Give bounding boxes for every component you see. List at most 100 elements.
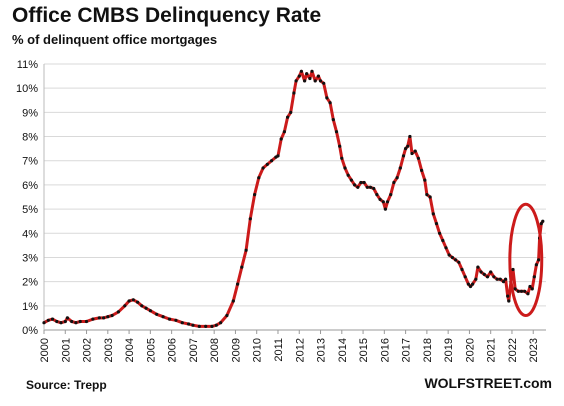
- data-point: [375, 193, 379, 197]
- data-point: [42, 321, 46, 325]
- data-point: [349, 178, 353, 182]
- data-point: [78, 319, 82, 324]
- data-point: [144, 306, 148, 310]
- x-tick-label: 2002: [82, 338, 94, 362]
- data-point: [55, 319, 59, 324]
- data-point: [65, 316, 69, 320]
- x-tick-label: 2021: [486, 338, 498, 362]
- y-tick-label: 1%: [22, 301, 38, 313]
- data-point: [331, 118, 335, 122]
- data-point: [359, 180, 363, 185]
- data-point: [434, 222, 439, 226]
- x-tick-label: 2007: [188, 338, 200, 362]
- y-tick-label: 11%: [17, 59, 38, 71]
- data-point: [523, 289, 527, 293]
- x-tick-label: 2001: [60, 338, 72, 362]
- data-point: [404, 147, 408, 151]
- x-tick-label: 2006: [167, 338, 179, 362]
- data-point: [423, 178, 427, 182]
- data-point: [356, 185, 360, 189]
- data-point: [59, 321, 63, 325]
- data-point: [325, 96, 329, 100]
- data-point: [123, 304, 127, 308]
- data-point: [532, 275, 536, 279]
- axes: [43, 64, 546, 334]
- x-tick-label: 2005: [145, 338, 157, 362]
- data-point: [303, 79, 307, 83]
- data-point: [395, 176, 399, 180]
- data-point: [516, 289, 520, 293]
- data-point: [495, 277, 499, 281]
- data-point: [468, 284, 473, 289]
- data-point: [507, 299, 511, 303]
- data-point: [471, 282, 475, 286]
- data-point: [236, 282, 240, 286]
- data-point: [204, 324, 208, 328]
- highlight-ellipse: [508, 202, 544, 317]
- data-point: [282, 130, 286, 134]
- data-point: [210, 324, 214, 328]
- x-tick-label: 2016: [379, 338, 391, 362]
- data-point: [155, 312, 159, 316]
- data-point: [140, 304, 144, 308]
- data-point: [353, 183, 357, 187]
- data-point: [401, 154, 406, 158]
- y-tick-label: 7%: [22, 156, 38, 168]
- data-point: [378, 197, 382, 201]
- y-tick-label: 4%: [22, 228, 38, 240]
- data-point: [161, 315, 165, 319]
- data-point: [167, 317, 172, 321]
- data-point: [410, 151, 414, 156]
- data-point: [425, 193, 429, 197]
- data-point: [441, 238, 445, 243]
- highlight-layer: [508, 202, 544, 317]
- data-point: [180, 321, 184, 325]
- data-point: [279, 137, 283, 141]
- y-tick-label: 2%: [22, 277, 38, 289]
- data-point: [406, 144, 410, 148]
- y-tick-label: 3%: [22, 252, 38, 264]
- data-point: [328, 101, 332, 105]
- x-tick-label: 2014: [337, 338, 349, 362]
- source-note: Source: Trepp: [26, 378, 107, 392]
- x-tick-label: 2008: [209, 338, 221, 362]
- data-point: [127, 299, 131, 303]
- x-tick-label: 2019: [443, 338, 455, 362]
- chart-subtitle: % of delinquent office mortgages: [12, 32, 218, 47]
- data-point: [174, 318, 178, 322]
- data-point: [97, 316, 101, 320]
- x-tick-label: 2020: [464, 338, 476, 362]
- data-point: [479, 270, 483, 274]
- data-point: [501, 280, 506, 284]
- data-point: [299, 69, 303, 73]
- x-tick-label: 2022: [507, 338, 519, 362]
- data-point: [343, 166, 347, 170]
- data-point: [511, 267, 515, 272]
- data-point: [519, 289, 524, 293]
- brand-watermark: WOLFSTREET.com: [424, 375, 552, 391]
- data-point: [231, 299, 235, 303]
- x-tick-label: 2000: [39, 338, 51, 362]
- data-point: [63, 319, 67, 324]
- data-point: [313, 79, 317, 83]
- x-tick-label: 2010: [252, 338, 264, 362]
- data-point: [297, 74, 301, 78]
- data-point: [270, 159, 274, 163]
- data-point: [463, 275, 467, 279]
- data-point: [398, 166, 402, 170]
- data-point: [534, 263, 539, 267]
- grid-lines: [44, 63, 546, 331]
- data-point: [383, 207, 387, 211]
- data-point: [513, 287, 517, 291]
- data-point: [457, 260, 461, 264]
- data-point: [385, 200, 390, 204]
- data-point: [74, 321, 78, 325]
- x-tick-label: 2003: [103, 338, 115, 362]
- y-tick-label: 5%: [22, 204, 38, 216]
- data-point: [106, 315, 110, 319]
- data-point: [225, 313, 229, 318]
- data-point: [102, 316, 106, 320]
- data-point: [450, 255, 454, 260]
- data-point: [346, 173, 350, 177]
- data-point: [197, 324, 201, 328]
